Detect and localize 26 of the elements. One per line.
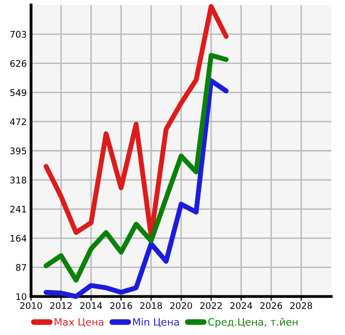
y-tick-label: 549 xyxy=(10,89,26,96)
x-tick-label: 2014 xyxy=(80,302,102,310)
x-tick-label: 2022 xyxy=(200,302,222,310)
y-tick-label: 703 xyxy=(10,30,26,38)
x-tick-label: 2016 xyxy=(110,302,132,310)
line-series xyxy=(44,4,229,238)
x-tick-label: 2026 xyxy=(260,302,282,310)
x-tick-label: 2024 xyxy=(230,302,252,310)
x-tick-label: 2028 xyxy=(290,302,312,310)
y-tick-label: 241 xyxy=(10,206,26,212)
y-tick-label: 10 xyxy=(16,293,26,300)
legend-label: Сред.Цена, т.йен xyxy=(208,318,298,328)
y-tick-label: 395 xyxy=(10,147,26,154)
x-tick-label: 2020 xyxy=(170,302,192,310)
y-tick-label: 87 xyxy=(16,264,26,271)
y-tick-label: 472 xyxy=(10,118,26,126)
legend-label: Max Цена xyxy=(54,318,104,328)
y-tick-label: 626 xyxy=(10,60,26,67)
x-tick-label: 2010 xyxy=(20,302,42,310)
x-tick-label: 2012 xyxy=(50,302,72,310)
y-tick-label: 164 xyxy=(10,234,26,242)
line-series xyxy=(44,52,229,283)
line-series xyxy=(44,78,229,299)
y-tick-label: 318 xyxy=(10,176,26,184)
legend-label: Min Цена xyxy=(133,318,179,328)
x-tick-label: 2018 xyxy=(140,302,162,310)
